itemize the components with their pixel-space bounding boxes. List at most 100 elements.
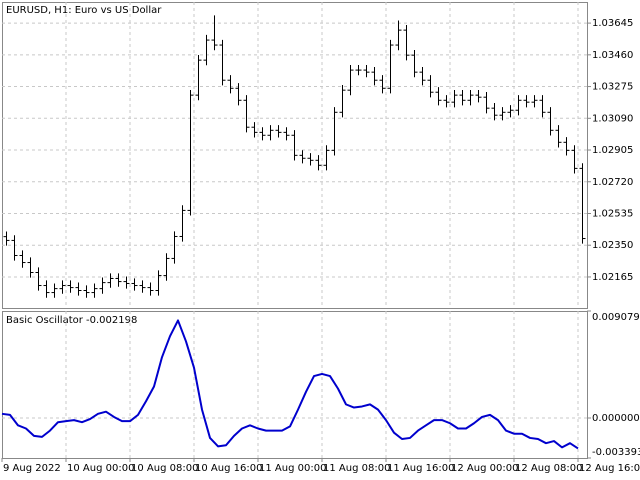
oscillator-line xyxy=(1,319,579,450)
ohlc-bar xyxy=(235,83,242,106)
ohlc-bar xyxy=(11,235,18,261)
ohlc-bar xyxy=(243,95,250,133)
ohlc-bar xyxy=(35,267,42,291)
ohlc-bar xyxy=(323,145,330,171)
x-tick-label: 11 Aug 08:00 xyxy=(323,463,390,474)
y-tick-label: -0.003393 xyxy=(592,447,640,458)
ohlc-bar xyxy=(427,75,434,98)
ohlc-bar xyxy=(267,125,274,141)
ohlc-bar xyxy=(531,95,538,108)
ohlc-bar xyxy=(91,283,98,298)
ohlc-bar xyxy=(339,85,346,118)
oscillator-title: Basic Oscillator -0.002198 xyxy=(6,315,137,326)
ohlc-bar xyxy=(379,75,386,94)
ohlc-bar xyxy=(371,67,378,86)
ohlc-bar xyxy=(331,107,338,156)
ohlc-bar xyxy=(83,285,90,298)
y-tick-label: 1.02905 xyxy=(592,145,633,156)
y-tick-label: 1.03460 xyxy=(592,50,633,61)
ohlc-bar xyxy=(299,150,306,164)
y-tick-label: 1.02535 xyxy=(592,208,633,219)
x-tick-label: 9 Aug 2022 xyxy=(3,463,61,474)
ohlc-bar xyxy=(99,277,106,294)
ohlc-bar xyxy=(67,280,74,293)
price-panel xyxy=(2,2,588,309)
ohlc-bar xyxy=(459,89,466,106)
x-tick-label: 10 Aug 08:00 xyxy=(131,463,198,474)
ohlc-bar xyxy=(483,92,490,114)
ohlc-bar xyxy=(499,107,506,121)
ohlc-bar xyxy=(219,39,226,86)
oscillator-panel xyxy=(2,311,588,459)
x-tick-label: 12 Aug 00:00 xyxy=(451,463,518,474)
ohlc-bar xyxy=(395,20,402,51)
y-tick-label: 1.02350 xyxy=(592,240,633,251)
y-tick-label: 1.03275 xyxy=(592,82,633,93)
ohlc-bar xyxy=(3,231,10,246)
ohlc-bar xyxy=(475,89,482,103)
ohlc-bar xyxy=(579,163,586,244)
ohlc-bar xyxy=(211,15,218,51)
ohlc-bar xyxy=(203,34,210,66)
ohlc-bar xyxy=(555,125,562,148)
ohlc-bar xyxy=(259,127,266,141)
x-tick-label: 11 Aug 16:00 xyxy=(387,463,454,474)
ohlc-bar xyxy=(419,67,426,86)
ohlc-bar xyxy=(131,278,138,291)
ohlc-bar xyxy=(507,105,514,118)
y-tick-label: 1.03090 xyxy=(592,113,633,124)
ohlc-bar xyxy=(491,103,498,121)
chart-title: EURUSD, H1: Euro vs US Dollar xyxy=(6,5,162,16)
ohlc-bar xyxy=(355,64,362,76)
ohlc-bar xyxy=(187,89,194,216)
ohlc-bar xyxy=(547,107,554,136)
ohlc-bar xyxy=(387,39,394,94)
ohlc-bar xyxy=(171,231,178,264)
ohlc-bar xyxy=(411,50,418,78)
ohlc-bar xyxy=(107,273,114,288)
y-tick-label: 1.02720 xyxy=(592,177,633,188)
ohlc-bar xyxy=(251,122,258,138)
ohlc-bar xyxy=(291,130,298,161)
ohlc-bar xyxy=(43,280,50,298)
ohlc-bar xyxy=(227,75,234,94)
ohlc-bar xyxy=(155,270,162,296)
y-tick-label: 0.000000 xyxy=(592,413,640,424)
ohlc-bar xyxy=(515,95,522,116)
ohlc-bar xyxy=(451,89,458,108)
ohlc-bar xyxy=(275,125,282,138)
ohlc-bar xyxy=(571,145,578,174)
x-tick-label: 10 Aug 16:00 xyxy=(195,463,262,474)
ohlc-bar xyxy=(75,282,82,296)
ohlc-bar xyxy=(27,257,34,278)
ohlc-bar xyxy=(563,137,570,156)
x-tick-label: 12 Aug 08:00 xyxy=(515,463,582,474)
ohlc-bar xyxy=(443,95,450,108)
ohlc-bar xyxy=(283,127,290,141)
ohlc-bar xyxy=(139,280,146,293)
ohlc-bar xyxy=(115,273,122,287)
x-tick-label: 12 Aug 16:00 xyxy=(579,463,640,474)
x-tick-label: 11 Aug 00:00 xyxy=(259,463,326,474)
ohlc-bar xyxy=(179,205,186,242)
ohlc-bar xyxy=(403,24,410,61)
ohlc-bar xyxy=(523,95,530,108)
x-tick-label: 10 Aug 00:00 xyxy=(67,463,134,474)
ohlc-bar xyxy=(19,250,26,268)
ohlc-bar xyxy=(363,64,370,78)
y-tick-label: 1.02165 xyxy=(592,272,633,283)
ohlc-bar xyxy=(59,280,66,294)
ohlc-bar xyxy=(347,64,354,96)
ohlc-bar xyxy=(307,153,314,166)
ohlc-bar xyxy=(315,155,322,171)
ohlc-bar xyxy=(163,253,170,281)
ohlc-bar xyxy=(435,87,442,106)
y-tick-label: 0.009079 xyxy=(592,312,640,323)
ohlc-bar xyxy=(147,282,154,296)
ohlc-bar xyxy=(195,55,202,101)
ohlc-bar xyxy=(51,283,58,298)
ohlc-bar xyxy=(539,95,546,118)
y-tick-label: 1.03645 xyxy=(592,18,633,29)
ohlc-bar xyxy=(467,89,474,106)
